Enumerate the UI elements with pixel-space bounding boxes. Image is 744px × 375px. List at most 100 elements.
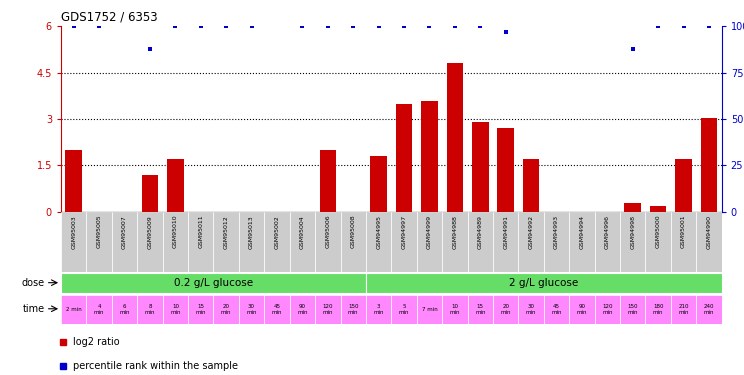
FancyBboxPatch shape xyxy=(61,295,86,324)
Bar xyxy=(371,156,387,212)
Text: GSM94992: GSM94992 xyxy=(528,215,533,249)
FancyBboxPatch shape xyxy=(493,295,519,324)
Text: GSM95002: GSM95002 xyxy=(275,215,280,249)
FancyBboxPatch shape xyxy=(594,295,620,324)
Text: 240
min: 240 min xyxy=(704,304,714,315)
FancyBboxPatch shape xyxy=(544,212,569,272)
Text: 30
min: 30 min xyxy=(526,304,536,315)
FancyBboxPatch shape xyxy=(696,212,722,272)
Bar xyxy=(676,159,692,212)
FancyBboxPatch shape xyxy=(594,212,620,272)
FancyBboxPatch shape xyxy=(696,295,722,324)
Bar xyxy=(320,150,336,212)
Text: 15
min: 15 min xyxy=(475,304,486,315)
Text: 45
min: 45 min xyxy=(551,304,562,315)
FancyBboxPatch shape xyxy=(366,273,722,293)
FancyBboxPatch shape xyxy=(519,212,544,272)
Text: GSM94990: GSM94990 xyxy=(707,215,711,249)
Text: 8
min: 8 min xyxy=(144,304,155,315)
FancyBboxPatch shape xyxy=(569,212,594,272)
Text: 2 g/L glucose: 2 g/L glucose xyxy=(509,278,578,288)
FancyBboxPatch shape xyxy=(391,295,417,324)
Text: GSM95008: GSM95008 xyxy=(350,215,356,249)
FancyBboxPatch shape xyxy=(620,295,646,324)
Text: GSM94999: GSM94999 xyxy=(427,215,432,249)
Text: 4
min: 4 min xyxy=(94,304,104,315)
Text: 7 min: 7 min xyxy=(422,307,437,312)
Text: GSM95007: GSM95007 xyxy=(122,215,127,249)
Text: 210
min: 210 min xyxy=(679,304,689,315)
Text: 20
min: 20 min xyxy=(221,304,231,315)
Text: 10
min: 10 min xyxy=(449,304,460,315)
Text: 120
min: 120 min xyxy=(602,304,612,315)
Text: 5
min: 5 min xyxy=(399,304,409,315)
FancyBboxPatch shape xyxy=(467,212,493,272)
Text: GSM94991: GSM94991 xyxy=(503,215,508,249)
FancyBboxPatch shape xyxy=(137,212,163,272)
Bar xyxy=(701,117,717,212)
Bar xyxy=(446,63,463,212)
Text: 90
min: 90 min xyxy=(577,304,587,315)
Text: GSM95004: GSM95004 xyxy=(300,215,305,249)
Text: GSM94997: GSM94997 xyxy=(402,215,406,249)
FancyBboxPatch shape xyxy=(442,295,467,324)
FancyBboxPatch shape xyxy=(467,295,493,324)
FancyBboxPatch shape xyxy=(341,212,366,272)
Text: GSM95003: GSM95003 xyxy=(71,215,76,249)
FancyBboxPatch shape xyxy=(214,212,239,272)
FancyBboxPatch shape xyxy=(112,212,137,272)
Text: GSM95013: GSM95013 xyxy=(249,215,254,249)
FancyBboxPatch shape xyxy=(188,295,214,324)
Text: time: time xyxy=(22,304,45,314)
FancyBboxPatch shape xyxy=(264,295,289,324)
FancyBboxPatch shape xyxy=(163,212,188,272)
FancyBboxPatch shape xyxy=(417,212,442,272)
FancyBboxPatch shape xyxy=(417,295,442,324)
Text: GSM95012: GSM95012 xyxy=(224,215,228,249)
Text: GSM94998: GSM94998 xyxy=(630,215,635,249)
Bar xyxy=(421,100,437,212)
Bar xyxy=(141,175,158,212)
Text: GSM95000: GSM95000 xyxy=(655,215,661,249)
FancyBboxPatch shape xyxy=(289,212,315,272)
Text: GSM95006: GSM95006 xyxy=(325,215,330,249)
Text: 2 min: 2 min xyxy=(65,307,82,312)
Text: GSM94996: GSM94996 xyxy=(605,215,610,249)
FancyBboxPatch shape xyxy=(315,212,341,272)
Text: log2 ratio: log2 ratio xyxy=(73,337,120,347)
Text: GSM94995: GSM94995 xyxy=(376,215,381,249)
Text: 120
min: 120 min xyxy=(323,304,333,315)
FancyBboxPatch shape xyxy=(671,295,696,324)
Text: 6
min: 6 min xyxy=(119,304,129,315)
Text: GSM94989: GSM94989 xyxy=(478,215,483,249)
Text: 0.2 g/L glucose: 0.2 g/L glucose xyxy=(174,278,253,288)
Text: 3
min: 3 min xyxy=(373,304,384,315)
Bar xyxy=(396,104,412,212)
FancyBboxPatch shape xyxy=(188,212,214,272)
Text: GSM95011: GSM95011 xyxy=(198,215,203,249)
Text: GSM94994: GSM94994 xyxy=(580,215,585,249)
FancyBboxPatch shape xyxy=(569,295,594,324)
FancyBboxPatch shape xyxy=(239,212,264,272)
FancyBboxPatch shape xyxy=(61,273,366,293)
Text: GSM95001: GSM95001 xyxy=(681,215,686,249)
FancyBboxPatch shape xyxy=(341,295,366,324)
Text: 30
min: 30 min xyxy=(246,304,257,315)
Bar xyxy=(472,122,489,212)
Text: 45
min: 45 min xyxy=(272,304,282,315)
FancyBboxPatch shape xyxy=(646,295,671,324)
Text: 20
min: 20 min xyxy=(501,304,511,315)
FancyBboxPatch shape xyxy=(442,212,467,272)
Text: dose: dose xyxy=(22,278,45,288)
Text: 150
min: 150 min xyxy=(627,304,638,315)
FancyBboxPatch shape xyxy=(86,295,112,324)
Text: 150
min: 150 min xyxy=(348,304,359,315)
Bar xyxy=(498,128,514,212)
Text: 10
min: 10 min xyxy=(170,304,181,315)
Text: GSM95005: GSM95005 xyxy=(97,215,102,249)
FancyBboxPatch shape xyxy=(493,212,519,272)
FancyBboxPatch shape xyxy=(671,212,696,272)
FancyBboxPatch shape xyxy=(163,295,188,324)
Text: 180
min: 180 min xyxy=(653,304,664,315)
Bar xyxy=(167,159,184,212)
